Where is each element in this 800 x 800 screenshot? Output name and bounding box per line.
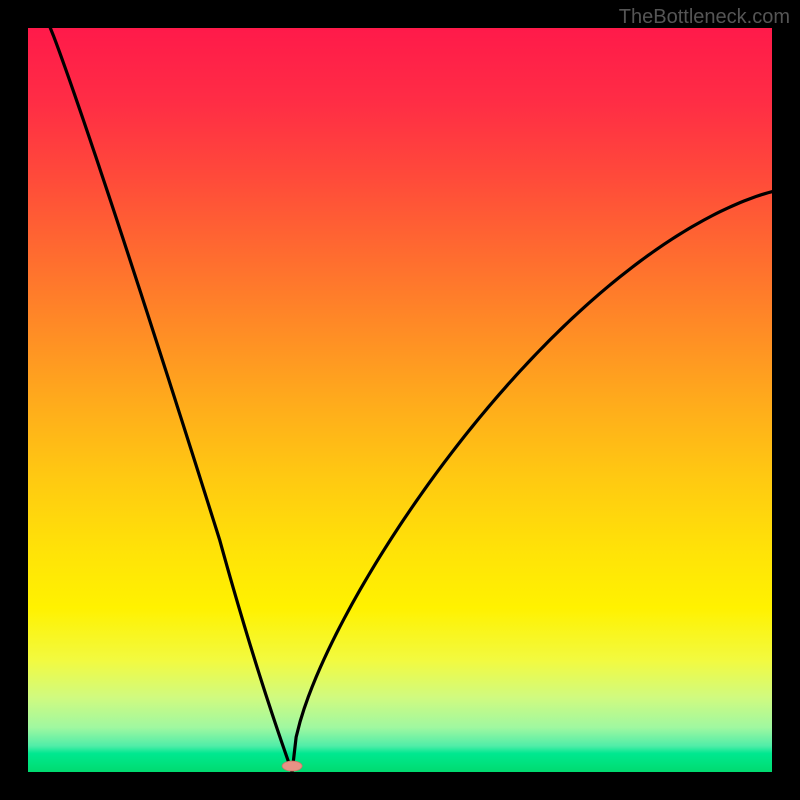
minimum-marker — [282, 761, 302, 771]
chart-container: TheBottleneck.com — [0, 0, 800, 800]
bottleneck-chart — [0, 0, 800, 800]
watermark-text: TheBottleneck.com — [619, 6, 790, 29]
chart-plot-area — [28, 28, 772, 772]
